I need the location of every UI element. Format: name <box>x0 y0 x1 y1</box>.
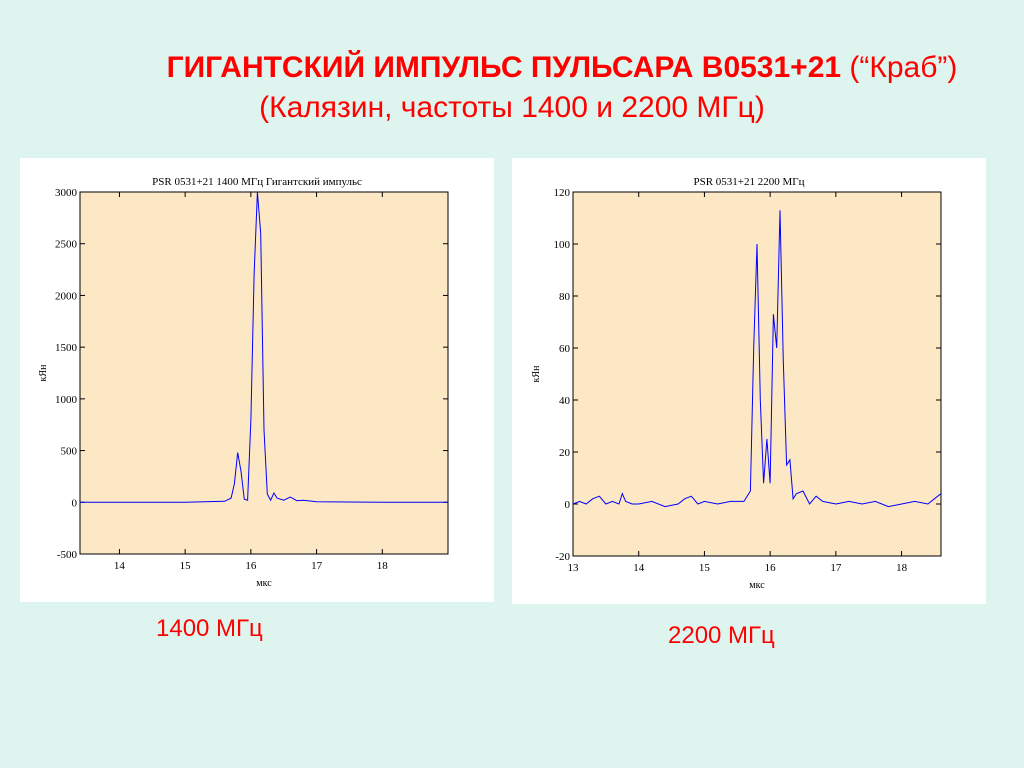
y-tick-label: -20 <box>555 551 570 563</box>
y-tick-label: 0 <box>72 497 78 509</box>
chart-2200: PSR 0531+21 2200 МГц 13 14 15 16 17 18 -20 0 20 40… <box>531 176 942 591</box>
caption-1400: 1400 МГц <box>156 615 263 642</box>
plot-area <box>79 191 449 555</box>
y-tick-label: 500 <box>61 446 78 458</box>
slide-title-block: ГИГАНТСКИЙ ИМПУЛЬС ПУЛЬСАРА B0531+21 (“К… <box>0 48 1024 128</box>
y-axis-label: кЯн <box>531 365 542 383</box>
x-axis-label: мкс <box>749 580 765 591</box>
chart-panel-1400: PSR 0531+21 1400 МГц Гигантский импульс 1… <box>20 158 494 602</box>
x-tick-label: 14 <box>633 562 645 574</box>
chart-title: PSR 0531+21 2200 МГц <box>693 176 804 188</box>
x-tick-label: 17 <box>311 560 323 572</box>
y-tick-label: 40 <box>559 395 571 407</box>
y-tick-label: 20 <box>559 447 571 459</box>
y-tick-label: 1000 <box>55 394 78 406</box>
x-tick-label: 15 <box>699 562 711 574</box>
x-tick-label: 18 <box>377 560 389 572</box>
y-axis-label: кЯн <box>38 364 49 382</box>
y-tick-label: 2000 <box>55 290 78 302</box>
slide-title: ГИГАНТСКИЙ ИМПУЛЬС ПУЛЬСАРА B0531+21 (“К… <box>0 48 1024 88</box>
y-tick-label: 0 <box>565 499 571 511</box>
chart-title: PSR 0531+21 1400 МГц Гигантский импульс <box>152 176 362 188</box>
x-tick-label: 16 <box>765 562 777 574</box>
y-tick-label: 2500 <box>55 239 78 251</box>
x-tick-label: 17 <box>830 562 842 574</box>
y-tick-label: 3000 <box>55 187 78 199</box>
slide-title-rest: (“Краб”) <box>841 51 958 84</box>
x-axis-label: мкс <box>256 578 272 589</box>
series-line <box>572 210 942 508</box>
caption-2200: 2200 МГц <box>668 622 775 649</box>
y-tick-label: 1500 <box>55 342 78 354</box>
y-tick-label: 100 <box>554 239 571 251</box>
x-tick-label: 18 <box>896 562 908 574</box>
y-tick-label: 60 <box>559 343 571 355</box>
series-line <box>80 191 448 503</box>
slide-title-bold: ГИГАНТСКИЙ ИМПУЛЬС ПУЛЬСАРА B0531+21 <box>166 51 842 84</box>
chart-1400: PSR 0531+21 1400 МГц Гигантский импульс 1… <box>38 176 449 589</box>
x-tick-label: 13 <box>568 562 580 574</box>
x-tick-label: 16 <box>245 560 257 572</box>
y-tick-label: -500 <box>57 549 78 561</box>
x-tick-label: 14 <box>114 560 126 572</box>
y-tick-label: 80 <box>559 291 571 303</box>
chart-panel-2200: PSR 0531+21 2200 МГц 13 14 15 16 17 18 -20 0 20 40… <box>512 158 986 604</box>
x-tick-label: 15 <box>180 560 192 572</box>
slide-subtitle: (Калязин, частоты 1400 и 2200 МГц) <box>259 91 765 124</box>
y-tick-label: 120 <box>554 187 571 199</box>
